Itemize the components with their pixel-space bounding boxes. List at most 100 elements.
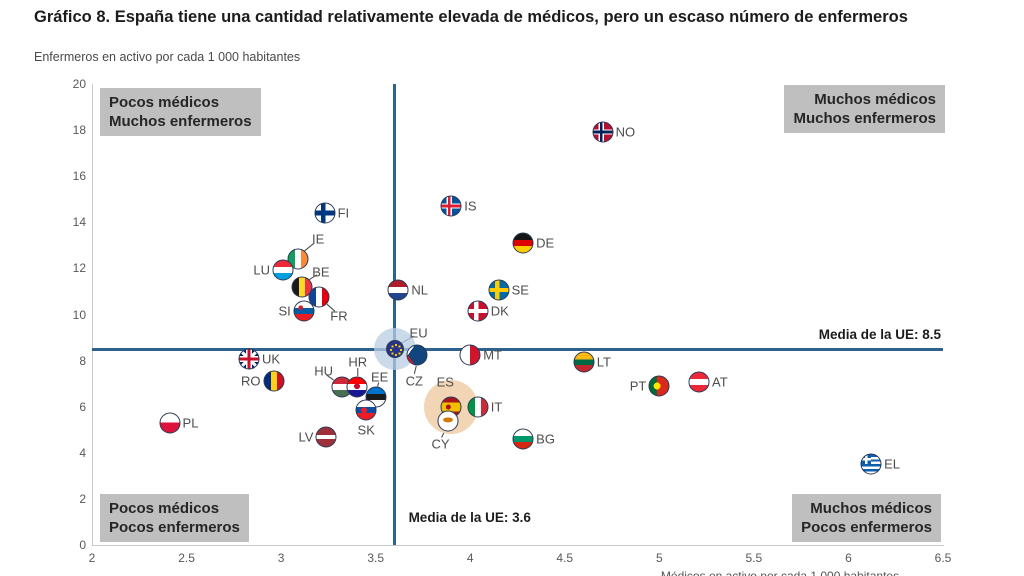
y-axis-line (92, 84, 93, 545)
x-tick-label: 4 (466, 551, 474, 565)
country-label-eu: EU (409, 325, 428, 341)
country-label-nl: NL (411, 282, 428, 298)
y-tick-label: 0 (79, 538, 86, 552)
country-label-de: DE (536, 235, 555, 251)
fr-flag-icon (308, 286, 330, 308)
country-label-lu: LU (253, 262, 270, 278)
y-axis-unit-label: Enfermeros en activo por cada 1 000 habi… (34, 50, 301, 64)
el-flag-icon (860, 453, 882, 475)
quadrant-line: Pocos médicos (109, 500, 220, 517)
quadrant-line: Muchos médicos (810, 500, 932, 517)
cy-flag-icon (437, 410, 459, 432)
country-label-es: ES (436, 374, 454, 390)
country-label-cy: CY (431, 436, 450, 452)
x-tick-label: 3 (277, 551, 285, 565)
country-label-pt: PT (629, 378, 647, 394)
x-tick-label: 6.5 (934, 551, 952, 565)
no-flag-icon (592, 121, 614, 143)
be-flag-icon (291, 276, 313, 298)
country-label-lt: LT (596, 354, 611, 370)
country-label-is: IS (464, 198, 477, 214)
y-tick-label: 10 (72, 307, 86, 322)
country-label-sk: SK (357, 422, 375, 438)
de-flag-icon (512, 232, 534, 254)
bg-flag-icon (512, 428, 534, 450)
country-label-at: AT (712, 374, 728, 390)
se-flag-icon (488, 279, 510, 301)
eu-mean-horizontal-line (92, 347, 943, 351)
x-tick-label: 6 (845, 551, 852, 565)
y-tick-label: 8 (79, 353, 86, 368)
country-label-hr: HR (348, 354, 368, 370)
sk-flag-icon (355, 399, 377, 421)
x-tick-label: 4.5 (556, 551, 574, 565)
y-tick-label: 18 (72, 123, 86, 138)
country-label-fi: FI (337, 205, 350, 221)
fi-flag-icon (314, 202, 336, 224)
dk-flag-icon (467, 300, 489, 322)
y-tick-label: 4 (79, 445, 86, 460)
eu-mean-vertical-line (393, 84, 397, 545)
country-label-hu: HU (314, 363, 334, 379)
eu-mean-doctors-label: Media de la UE: 3.6 (408, 510, 531, 525)
country-label-no: NO (615, 124, 636, 140)
x-axis-unit-label-clipped: Médicos en activo por cada 1 000 habitan… (660, 569, 900, 576)
quadrant-line: Pocos enfermeros (801, 519, 932, 537)
lu-flag-icon (272, 259, 294, 281)
x-tick-label: 2.5 (178, 551, 195, 565)
country-label-mt: MT (483, 347, 502, 363)
country-label-ie: IE (311, 231, 325, 247)
nl-flag-icon (387, 279, 409, 301)
country-label-pl: PL (182, 415, 199, 431)
quadrant-line: Pocos médicos (109, 94, 220, 111)
chart-title: Gráfico 8. España tiene una cantidad rel… (34, 8, 908, 26)
quadrant-label-bottom-right: Muchos médicos Pocos enfermeros (792, 494, 941, 543)
country-label-el: EL (884, 456, 901, 472)
y-tick-label: 2 (79, 491, 86, 506)
lt-flag-icon (573, 351, 595, 373)
eu-mean-nurses-label: Media de la UE: 8.5 (818, 327, 941, 343)
country-label-be: BE (312, 264, 330, 280)
quadrant-line: Muchos enfermeros (109, 113, 252, 131)
x-tick-label: 2 (88, 551, 96, 565)
country-label-se: SE (511, 282, 529, 298)
quadrant-label-bottom-left: Pocos médicos Pocos enfermeros (100, 494, 249, 543)
is-flag-icon (440, 195, 462, 217)
eu-flag-icon (385, 340, 404, 359)
quadrant-line: Muchos enfermeros (793, 110, 936, 128)
quadrant-label-top-right: Muchos médicos Muchos enfermeros (784, 85, 945, 134)
ie-flag-icon (287, 248, 309, 270)
mt-flag-icon (459, 344, 481, 366)
si-flag-icon (293, 300, 315, 322)
x-tick-label: 5.5 (745, 551, 763, 565)
quadrant-label-top-left: Pocos médicos Muchos enfermeros (100, 88, 261, 137)
country-label-ro: RO (241, 373, 261, 389)
hr-flag-icon (346, 376, 368, 398)
country-label-bg: BG (536, 431, 555, 447)
y-tick-label: 16 (72, 169, 86, 184)
x-tick-label: 3.5 (367, 551, 384, 565)
at-flag-icon (688, 371, 710, 393)
x-axis-line (92, 545, 944, 546)
country-label-cz: CZ (405, 373, 423, 389)
uk-flag-icon (238, 348, 260, 370)
country-label-fr: FR (330, 308, 348, 324)
quadrant-line: Pocos enfermeros (109, 519, 240, 537)
y-tick-label: 14 (72, 215, 86, 230)
it-flag-icon (467, 396, 489, 418)
cz-flag-icon (406, 344, 428, 366)
y-tick-label: 20 (72, 77, 86, 91)
country-label-ee: EE (370, 369, 389, 385)
ro-flag-icon (263, 370, 285, 392)
country-label-it: IT (490, 399, 503, 415)
y-tick-label: 12 (72, 261, 86, 276)
x-tick-label: 5 (655, 551, 663, 565)
country-label-lv: LV (298, 429, 314, 445)
pt-flag-icon (648, 375, 670, 397)
lv-flag-icon (315, 426, 337, 448)
country-label-dk: DK (490, 303, 509, 319)
country-label-uk: UK (261, 351, 281, 367)
pl-flag-icon (159, 412, 181, 434)
y-tick-label: 6 (79, 399, 86, 414)
